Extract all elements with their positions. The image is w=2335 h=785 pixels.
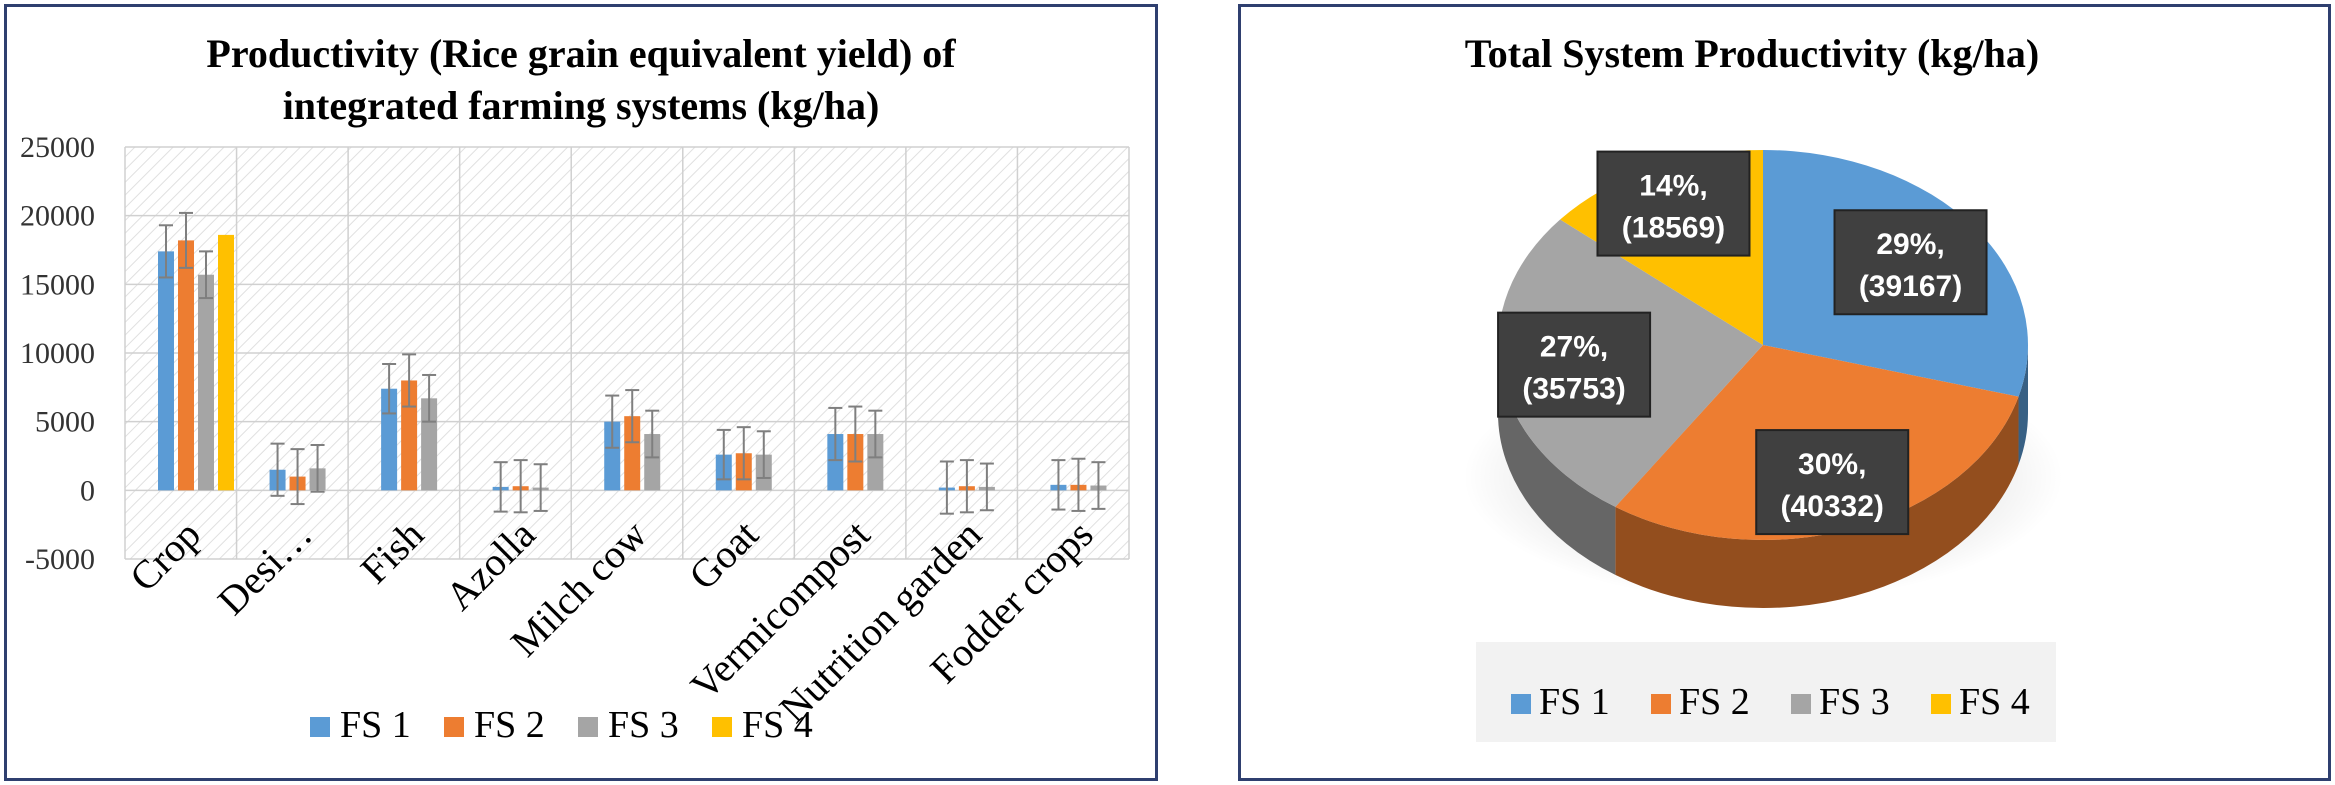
data-label-value: (40332) <box>1781 490 1884 523</box>
y-tick-label: -5000 <box>25 543 95 576</box>
legend-label: FS 3 <box>1819 681 1890 723</box>
legend-swatch <box>1511 694 1531 714</box>
y-axis-ticks: 25000 20000 15000 10000 5000 0 -5000 <box>20 131 95 576</box>
bar-chart-title-line-2: integrated farming systems (kg/ha) <box>283 83 880 128</box>
legend-swatch <box>578 717 598 737</box>
data-label-percent: 29%, <box>1876 228 1944 261</box>
legend-swatch <box>444 717 464 737</box>
legend-label: FS 1 <box>1539 681 1610 723</box>
pie-chart-legend: FS 1 FS 2 FS 3 FS 4 <box>1511 681 2030 723</box>
legend-label: FS 3 <box>608 704 679 746</box>
pie-data-labels: 29%, (39167) 30%, (40332) 27%, (35753) 14%, (18… <box>1497 150 1988 536</box>
bar-fs1 <box>158 251 174 491</box>
pie-chart-title: Total System Productivity (kg/ha) <box>1465 31 2039 76</box>
bar-fs4 <box>218 234 234 491</box>
data-label-box <box>1755 429 1910 536</box>
legend-swatch <box>1651 694 1671 714</box>
bar-chart-legend: FS 1 FS 2 FS 3 FS 4 <box>310 704 813 746</box>
total-productivity-pie-panel: Total System Productivity (kg/ha) 29%, (3… <box>1238 4 2331 781</box>
bar-series <box>158 211 1107 515</box>
legend-label: FS 4 <box>742 704 813 746</box>
gridlines <box>124 146 1130 560</box>
y-tick-label: 5000 <box>35 406 95 439</box>
bar-fs3 <box>644 434 661 491</box>
data-label-value: (35753) <box>1522 373 1625 406</box>
legend-swatch <box>1931 694 1951 714</box>
pie-legend-box <box>1476 642 2056 742</box>
bar-chart-title-line-1: Productivity (Rice grain equivalent yiel… <box>206 31 956 76</box>
legend-label: FS 1 <box>340 704 411 746</box>
data-label-value: (39167) <box>1859 270 1962 303</box>
data-label-percent: 30%, <box>1798 448 1866 481</box>
data-label-box <box>1596 150 1751 257</box>
pie-chart: Total System Productivity (kg/ha) 29%, (3… <box>1463 31 2063 742</box>
legend-label: FS 4 <box>1959 681 2030 723</box>
bar-fs3 <box>198 274 214 491</box>
bar-fs2 <box>624 416 641 491</box>
bar-fs2 <box>178 240 194 491</box>
y-tick-label: 10000 <box>20 337 95 370</box>
y-tick-label: 0 <box>80 474 95 507</box>
bar-fs2 <box>401 380 418 491</box>
y-tick-label: 25000 <box>20 131 95 164</box>
bar-fs1 <box>604 421 621 491</box>
pie-side-fs1 <box>2018 345 2028 465</box>
legend-label: FS 2 <box>474 704 545 746</box>
legend-swatch <box>712 717 732 737</box>
y-tick-label: 20000 <box>20 200 95 233</box>
legend-label: FS 2 <box>1679 681 1750 723</box>
legend-swatch <box>1791 694 1811 714</box>
y-tick-label: 15000 <box>20 268 95 301</box>
productivity-bar-chart-panel: Productivity (Rice grain equivalent yiel… <box>4 4 1158 781</box>
data-label-box <box>1833 209 1988 316</box>
legend-swatch <box>310 717 330 737</box>
pie-side-fs3 <box>1498 345 1616 575</box>
data-label-value: (18569) <box>1622 212 1725 245</box>
pie-side-fs2 <box>1615 396 2019 609</box>
bar-chart: Productivity (Rice grain equivalent yiel… <box>20 31 1130 746</box>
bar-fs3 <box>867 434 884 491</box>
data-label-percent: 14%, <box>1639 170 1707 203</box>
data-label-box <box>1497 311 1652 418</box>
bar-fs1 <box>827 434 844 491</box>
data-label-percent: 27%, <box>1540 331 1608 364</box>
